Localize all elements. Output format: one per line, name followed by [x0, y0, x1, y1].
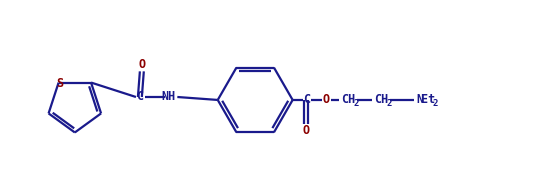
Text: C: C [136, 91, 143, 103]
Text: O: O [303, 124, 310, 137]
Text: Et: Et [420, 93, 435, 107]
Text: O: O [139, 58, 146, 71]
Text: 2: 2 [353, 99, 358, 108]
Text: 2: 2 [387, 99, 392, 108]
Text: CH: CH [374, 93, 388, 107]
Text: S: S [56, 77, 63, 90]
Text: O: O [323, 93, 330, 107]
Text: CH: CH [340, 93, 355, 107]
Text: NH: NH [161, 91, 176, 103]
Text: N: N [416, 93, 423, 107]
Text: 2: 2 [433, 99, 438, 108]
Text: C: C [303, 93, 310, 107]
